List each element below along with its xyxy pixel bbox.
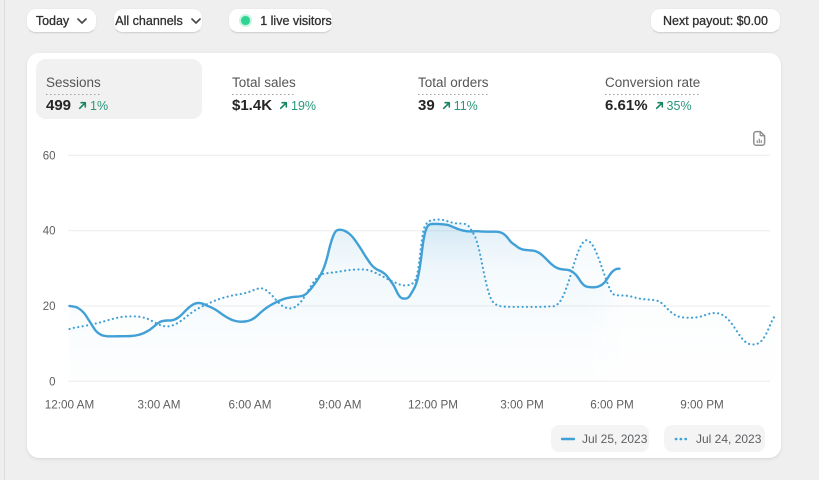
svg-text:0: 0 xyxy=(49,376,55,388)
svg-text:40: 40 xyxy=(43,226,56,238)
svg-text:6:00 AM: 6:00 AM xyxy=(229,399,272,412)
svg-text:3:00 AM: 3:00 AM xyxy=(138,399,181,412)
svg-text:9:00 AM: 9:00 AM xyxy=(319,399,362,412)
svg-text:12:00 PM: 12:00 PM xyxy=(408,399,458,412)
svg-text:3:00 PM: 3:00 PM xyxy=(500,399,544,412)
svg-text:12:00 AM: 12:00 AM xyxy=(45,399,94,412)
svg-text:20: 20 xyxy=(43,301,56,313)
svg-text:9:00 PM: 9:00 PM xyxy=(680,399,724,412)
svg-text:60: 60 xyxy=(43,150,56,162)
svg-text:6:00 PM: 6:00 PM xyxy=(590,399,634,412)
